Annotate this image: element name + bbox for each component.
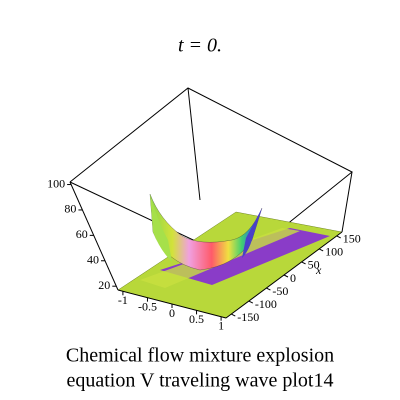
y-tick-label: 0.5 xyxy=(189,312,204,326)
z-tick-label: 60 xyxy=(76,227,88,241)
x-tick-label: -150 xyxy=(237,310,259,324)
z-tick-label: 20 xyxy=(98,278,110,292)
y-tick-label: -1 xyxy=(118,293,128,307)
tick-mark xyxy=(266,287,271,291)
z-tick-label: 80 xyxy=(64,202,76,216)
x-tick-label: 0 xyxy=(290,271,296,285)
box-edge xyxy=(187,87,201,201)
tick-mark xyxy=(283,274,289,278)
tick-mark xyxy=(318,248,324,252)
x-tick-label: -100 xyxy=(255,297,277,311)
tick-mark xyxy=(301,261,306,265)
tick-mark xyxy=(231,313,236,317)
x-axis-label: x xyxy=(315,263,322,277)
y-tick-label: -0.5 xyxy=(138,299,157,313)
x-tick-label: 50 xyxy=(308,258,320,272)
box-edge xyxy=(341,171,353,233)
caption: equation V traveling wave plot14 xyxy=(67,370,334,392)
x-tick-label: -50 xyxy=(272,284,288,298)
z-axis xyxy=(69,181,119,291)
y-tick-label: 1 xyxy=(218,318,224,332)
chart-title: t = 0. xyxy=(178,35,222,57)
tick-mark xyxy=(336,235,341,239)
z-tick-label: 100 xyxy=(47,176,65,190)
x-tick-label: 100 xyxy=(325,245,343,259)
wave-side xyxy=(150,194,172,262)
tick-mark xyxy=(248,300,254,304)
wave-side xyxy=(242,208,262,258)
x-tick-label: 150 xyxy=(343,232,361,246)
caption: Chemical flow mixture explosion xyxy=(66,345,334,367)
y-tick-label: 0 xyxy=(169,306,175,320)
z-tick-label: 40 xyxy=(87,253,99,267)
